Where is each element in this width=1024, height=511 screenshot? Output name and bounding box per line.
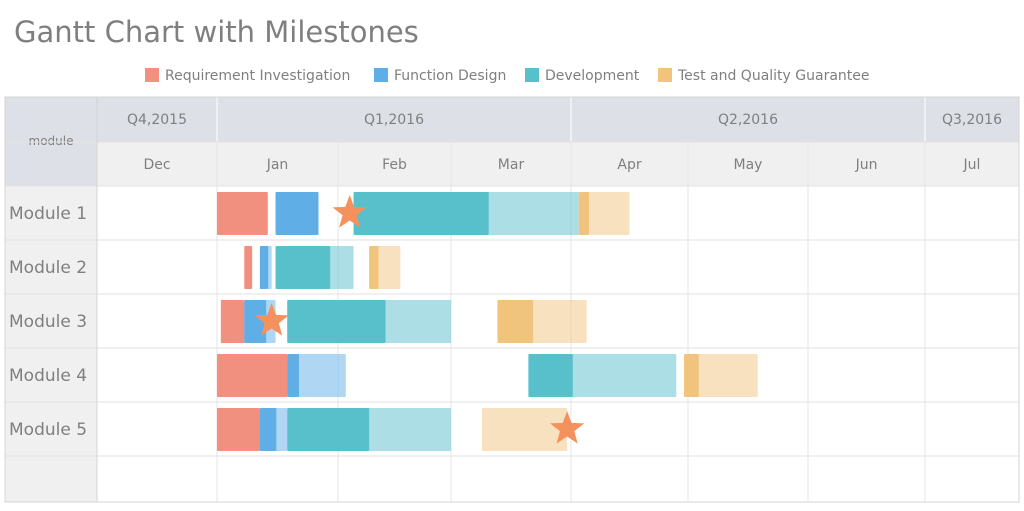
month-label: Jul [963,157,981,173]
legend-label: Requirement Investigation [165,68,350,84]
task-bar-progress [684,354,699,397]
module-label: Module 3 [9,312,87,332]
task-bar-progress [353,192,489,235]
month-label: Dec [143,157,170,173]
task-bar-total [578,192,630,235]
quarter-label: Q1,2016 [364,112,424,128]
task-bar[interactable] [275,246,354,289]
task-bar-progress [217,354,288,397]
quarter-header-bg [97,97,1019,142]
task-bar-progress [578,192,589,235]
task-bar-progress [528,354,573,397]
task-bar-progress [220,300,245,343]
legend-label: Function Design [394,68,506,84]
month-label: May [734,157,763,173]
task-bar-progress [244,300,267,343]
legend-swatch [374,68,388,82]
task-bar-progress [259,246,269,289]
legend: Requirement Investigation Function Design… [145,68,870,84]
task-bar[interactable] [528,354,677,397]
task-bar-progress [217,408,260,451]
gantt-table: module Q4,2015 Q1,2016 Q2,2016 Q3,2016 Dec Jan… [4,96,1020,503]
month-label: Jan [266,157,289,173]
quarter-label: Q2,2016 [718,112,778,128]
task-bar-progress [497,300,534,343]
task-bar-progress [244,246,253,289]
quarter-label: Q3,2016 [942,112,1002,128]
corner-label: module [29,134,74,148]
legend-item[interactable]: Function Design [374,68,506,84]
task-bar-progress [287,408,370,451]
table-border [4,96,1020,503]
task-bar[interactable] [684,354,758,397]
task-bar-total [287,354,346,397]
legend-item[interactable]: Requirement Investigation [145,68,350,84]
milestone-star-icon[interactable] [332,195,367,228]
task-bar[interactable] [217,354,288,397]
task-bar[interactable] [287,408,451,451]
milestones [254,195,585,444]
task-bar[interactable] [259,408,288,451]
task-bar[interactable] [497,300,587,343]
quarter-label: Q4,2015 [127,112,187,128]
task-bar[interactable] [353,192,579,235]
task-bar-progress [259,408,277,451]
task-bar[interactable] [287,354,346,397]
module-label: Module 1 [9,204,87,224]
task-bar-total [481,408,568,451]
task-bar-progress [287,300,386,343]
task-bar[interactable] [578,192,630,235]
milestone-star-icon[interactable] [550,411,585,444]
task-bar[interactable] [220,300,245,343]
task-bar-progress [369,246,379,289]
legend-item[interactable]: Development [525,68,640,84]
month-label: Mar [498,157,525,173]
task-bar-progress [217,192,268,235]
task-bar-total [684,354,758,397]
month-label: Apr [617,157,641,173]
task-bar[interactable] [244,246,253,289]
task-bar[interactable] [369,246,401,289]
module-column-bg [5,186,97,502]
legend-swatch [525,68,539,82]
task-bar[interactable] [259,246,272,289]
chart-title: Gantt Chart with Milestones [14,15,419,49]
task-bar-progress [275,246,331,289]
task-bar[interactable] [481,408,568,451]
legend-label: Development [545,68,640,84]
legend-swatch [145,68,159,82]
month-header-bg [97,142,1019,186]
task-bar[interactable] [287,300,451,343]
task-bar-progress [275,192,319,235]
legend-swatch [658,68,672,82]
month-label: Jun [855,157,878,173]
month-label: Feb [382,157,407,173]
legend-item[interactable]: Test and Quality Guarantee [658,68,870,84]
task-bar[interactable] [217,408,260,451]
task-bar[interactable] [275,192,319,235]
module-label: Module 2 [9,258,87,278]
legend-label: Test and Quality Guarantee [677,68,870,84]
task-bar[interactable] [244,300,276,343]
milestone-star-icon[interactable] [254,303,289,336]
module-label: Module 4 [9,366,87,386]
module-label: Module 5 [9,420,87,440]
task-bar-progress [287,354,299,397]
gantt-bars [217,192,758,451]
task-bar[interactable] [217,192,268,235]
